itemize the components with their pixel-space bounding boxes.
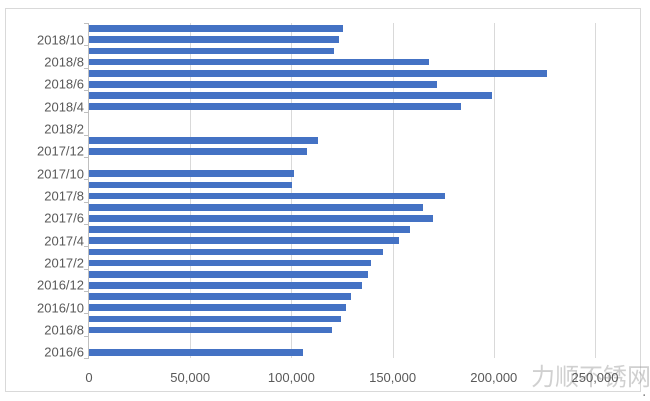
y-axis-label: 2016/10 — [37, 300, 84, 316]
gridline — [493, 23, 495, 358]
bar — [89, 203, 423, 211]
bar — [89, 81, 438, 88]
y-axis-label: 2016/12 — [37, 277, 84, 293]
axis-tick — [84, 313, 88, 315]
bar — [89, 226, 410, 233]
bar — [89, 270, 369, 278]
axis-tick — [84, 67, 88, 69]
axis-tick — [84, 157, 88, 158]
axis-tick — [84, 268, 88, 270]
bar — [89, 259, 372, 267]
bar — [89, 25, 343, 32]
axis-tick — [84, 358, 88, 359]
x-axis-label: 250,000 — [571, 370, 619, 385]
axis-tick — [84, 246, 88, 248]
y-axis-label: 2018/10 — [37, 32, 84, 48]
gridline — [291, 23, 293, 358]
bar — [89, 103, 462, 111]
x-axis-label: 50,000 — [170, 370, 211, 385]
bar — [89, 47, 334, 55]
bar — [89, 69, 548, 77]
y-axis-label: 2017/10 — [37, 166, 84, 182]
axis-tick — [84, 112, 88, 114]
bar — [89, 293, 352, 300]
bar — [89, 58, 430, 66]
bar — [89, 148, 307, 155]
y-axis-label: 2017/4 — [44, 233, 84, 249]
axis-tick — [84, 90, 88, 91]
bar — [89, 170, 295, 178]
bar — [89, 304, 347, 312]
y-axis-label: 2017/8 — [44, 188, 84, 204]
y-axis-label: 2017/2 — [44, 255, 84, 271]
bar — [89, 326, 332, 334]
bar — [89, 181, 293, 189]
x-axis-label: 100,000 — [267, 370, 315, 385]
axis-tick — [84, 134, 88, 136]
bar — [89, 192, 446, 200]
axis-tick — [84, 179, 88, 181]
axis-tick — [84, 224, 88, 225]
y-axis-label: 2017/6 — [44, 210, 84, 226]
bar — [89, 349, 303, 356]
bar — [89, 282, 363, 289]
x-axis-label: 150,000 — [369, 370, 417, 385]
axis-tick — [84, 335, 88, 337]
y-axis-label: 2017/12 — [37, 143, 84, 159]
gridline — [392, 23, 394, 358]
gridline — [190, 23, 192, 358]
bar — [89, 237, 399, 245]
y-axis-label: 2018/4 — [44, 99, 84, 115]
bar — [89, 248, 384, 256]
y-axis-label: 2016/6 — [44, 344, 84, 360]
x-axis-label: 0 — [85, 370, 93, 385]
gridline — [595, 23, 596, 358]
plot-area — [89, 23, 596, 358]
axis-tick — [84, 201, 88, 203]
y-axis-label: 2018/2 — [44, 121, 84, 137]
x-axis-label: 200,000 — [470, 370, 518, 385]
watermark-text: 力顺不锈网 — [531, 364, 650, 391]
bar — [89, 136, 318, 144]
y-axis-label: 2018/6 — [44, 76, 84, 92]
y-axis-label: 2018/8 — [44, 54, 84, 70]
bar — [89, 315, 341, 323]
axis-tick — [84, 45, 88, 47]
category-axis-line — [88, 23, 89, 359]
bar — [89, 215, 434, 222]
bar — [89, 92, 492, 99]
axis-tick — [84, 23, 88, 24]
bar — [89, 36, 339, 44]
axis-tick — [84, 291, 88, 292]
watermark-dot: . — [642, 383, 647, 400]
y-axis-label: 2016/8 — [44, 322, 84, 338]
